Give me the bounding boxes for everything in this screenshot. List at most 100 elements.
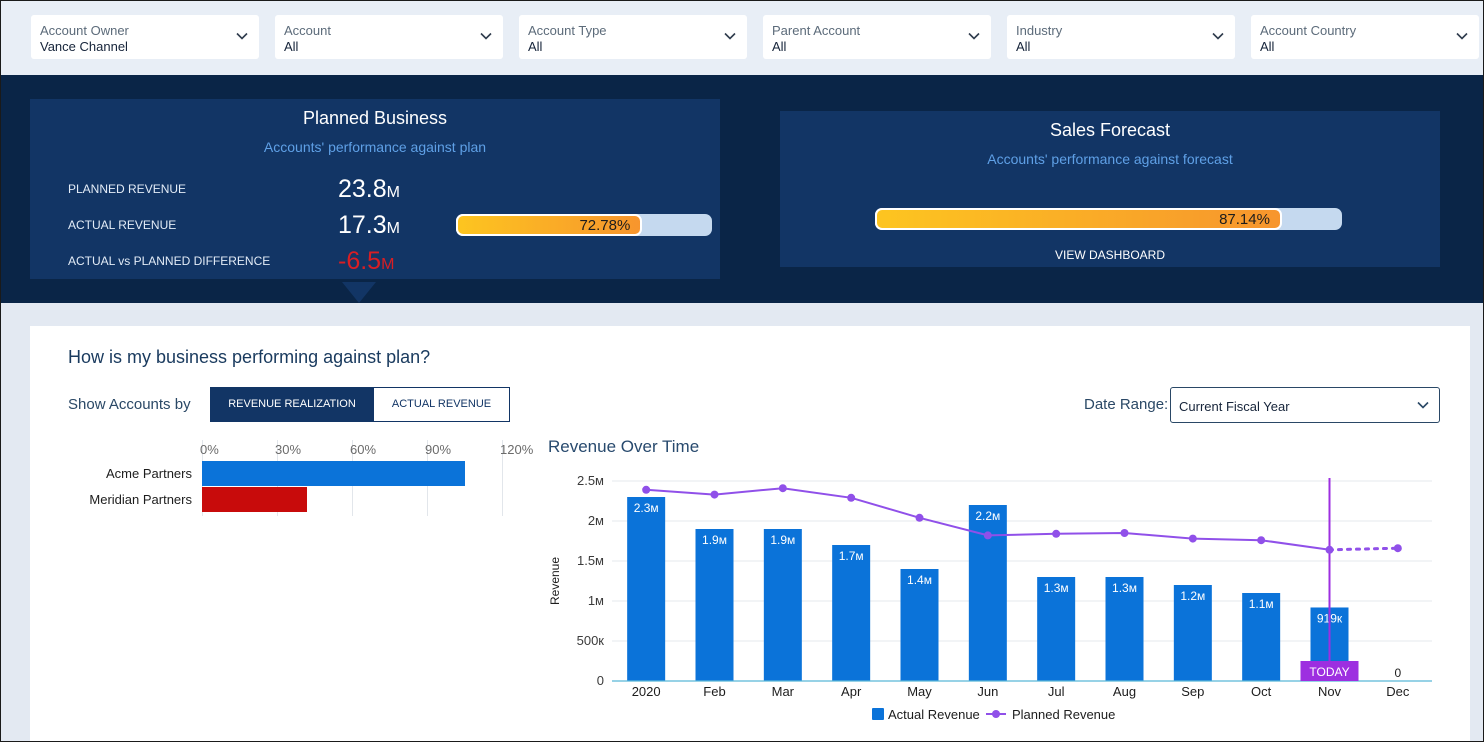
- actual-revenue-bar[interactable]: [695, 529, 734, 681]
- today-badge: [1300, 661, 1359, 681]
- panel-title: How is my business performing against pl…: [68, 347, 431, 367]
- revenue-over-time-chart: 0 500к 1м 1.5м 2м 2.5м Revenue 2.3м 1.9м 1.9м 1.7м…: [548, 473, 1432, 722]
- actual-revenue-bar[interactable]: [1105, 577, 1144, 681]
- x-tick-label: Dec: [1386, 684, 1410, 699]
- planned-revenue-point[interactable]: [915, 513, 924, 522]
- filter-label: Account Type: [528, 23, 607, 38]
- view-dashboard-link[interactable]: VIEW DASHBOARD: [1054, 248, 1165, 262]
- planned-progress-bar: 72.78%: [456, 214, 712, 236]
- y-axis-title: Revenue: [548, 557, 562, 605]
- actual-revenue-bar[interactable]: [627, 497, 666, 681]
- actual-revenue-bar[interactable]: [763, 529, 802, 681]
- planned-revenue-point[interactable]: [847, 493, 856, 502]
- realization-tick-label: 60%: [350, 442, 377, 457]
- filter-account[interactable]: Account All: [275, 15, 503, 59]
- realization-tick-label: 120%: [500, 442, 534, 457]
- forecast-progress-fill: 87.14%: [875, 208, 1282, 230]
- y-tick-label: 1.5м: [577, 553, 604, 568]
- filter-industry[interactable]: Industry All: [1007, 15, 1235, 59]
- account-realization-bar[interactable]: [202, 487, 307, 512]
- actual-revenue-toggle[interactable]: ACTUAL REVENUE: [373, 387, 510, 422]
- filter-label: Account Owner: [40, 23, 129, 38]
- sales-forecast-title: Sales Forecast: [1049, 120, 1171, 140]
- bar-data-label: 1.7м: [839, 549, 864, 563]
- x-tick-label: Mar: [772, 684, 795, 699]
- planned-revenue-point[interactable]: [710, 490, 719, 499]
- planned-business-title: Planned Business: [302, 108, 448, 128]
- planned-business-subtitle: Accounts' performance against plan: [263, 139, 487, 155]
- planned-revenue-point[interactable]: [1393, 544, 1402, 553]
- actual-revenue-bar[interactable]: [1242, 593, 1281, 681]
- filter-label: Parent Account: [772, 23, 861, 38]
- x-tick-label: Oct: [1251, 684, 1272, 699]
- difference-label: ACTUAL vs PLANNED DIFFERENCE: [68, 254, 271, 268]
- chevron-down-icon: [236, 32, 248, 40]
- filter-label: Industry: [1016, 23, 1063, 38]
- x-tick-label: May: [907, 684, 932, 699]
- planned-revenue-point[interactable]: [1257, 536, 1266, 545]
- chevron-down-icon: [1417, 401, 1429, 409]
- x-tick-label: Aug: [1113, 684, 1136, 699]
- filter-bar: Account Owner Vance Channel Account All Acco…: [0, 0, 1484, 75]
- bar-data-label: 1.1м: [1249, 597, 1274, 611]
- date-range-select[interactable]: Current Fiscal Year: [1170, 387, 1440, 423]
- actual-revenue-label: ACTUAL REVENUE: [68, 218, 177, 232]
- bar-data-label: 2.3м: [634, 501, 659, 515]
- forecast-progress-bar: 87.14%: [875, 208, 1342, 230]
- y-tick-label: 2м: [588, 513, 604, 528]
- filter-label: Account Country: [1260, 23, 1357, 38]
- bar-data-label: 1.3м: [1044, 581, 1069, 595]
- legend-planned-swatch: [992, 710, 1000, 718]
- y-tick-label: 500к: [577, 633, 605, 648]
- planned-progress-fill: 72.78%: [456, 214, 643, 236]
- filter-value: All: [1016, 39, 1031, 54]
- actual-revenue-bar[interactable]: [1173, 585, 1212, 681]
- filter-account-country[interactable]: Account Country All: [1251, 15, 1479, 59]
- bar-data-label: 1.3м: [1112, 581, 1137, 595]
- legend-planned-label: Planned Revenue: [1012, 707, 1115, 722]
- filter-parent-account[interactable]: Parent Account All: [763, 15, 991, 59]
- chevron-down-icon: [968, 32, 980, 40]
- planned-revenue-point[interactable]: [1052, 529, 1061, 538]
- realization-tick-label: 90%: [425, 442, 452, 457]
- revenue-realization-toggle[interactable]: REVENUE REALIZATION: [210, 387, 374, 422]
- planned-revenue-label: PLANNED REVENUE: [68, 182, 187, 196]
- filter-account-type[interactable]: Account Type All: [519, 15, 747, 59]
- chevron-down-icon: [1456, 32, 1468, 40]
- y-tick-label: 0: [597, 673, 604, 688]
- card-pointer: [342, 282, 376, 303]
- performance-panel: How is my business performing against pl…: [30, 326, 1470, 742]
- x-tick-label: Jun: [977, 684, 998, 699]
- legend-actual-swatch: [872, 708, 884, 720]
- planned-revenue-point[interactable]: [1188, 534, 1197, 543]
- sales-forecast-card: Sales Forecast Accounts' performance aga…: [780, 111, 1440, 267]
- planned-revenue-point[interactable]: [983, 531, 992, 540]
- realization-tick-label: 30%: [275, 442, 302, 457]
- planned-revenue-point[interactable]: [1325, 545, 1334, 554]
- actual-revenue-bar[interactable]: [1037, 577, 1076, 681]
- filter-account-owner[interactable]: Account Owner Vance Channel: [31, 15, 259, 59]
- x-tick-label: Nov: [1318, 684, 1342, 699]
- chevron-down-icon: [724, 32, 736, 40]
- date-range-label: Date Range:: [1084, 396, 1169, 413]
- planned-revenue-point[interactable]: [642, 485, 651, 494]
- account-realization-bar[interactable]: [202, 461, 465, 486]
- account-name: Acme Partners: [106, 466, 192, 481]
- bar-data-label: 1.2м: [1180, 589, 1205, 603]
- date-range-value: Current Fiscal Year: [1179, 399, 1290, 414]
- filter-label: Account: [284, 23, 331, 38]
- today-label: TODAY: [1309, 665, 1349, 679]
- hero-section: Planned Business Accounts' performance a…: [0, 75, 1484, 303]
- chevron-down-icon: [1212, 32, 1224, 40]
- legend-actual-label: Actual Revenue: [888, 707, 980, 722]
- x-tick-label: Jul: [1048, 684, 1065, 699]
- actual-revenue-bar[interactable]: [832, 545, 871, 681]
- x-tick-label: Apr: [841, 684, 862, 699]
- actual-revenue-bar[interactable]: [900, 569, 939, 681]
- sales-forecast-subtitle: Accounts' performance against forecast: [987, 151, 1233, 167]
- filter-value: All: [528, 39, 543, 54]
- planned-revenue-point[interactable]: [778, 484, 787, 493]
- filter-value: Vance Channel: [40, 39, 128, 54]
- planned-revenue-point[interactable]: [1120, 529, 1129, 537]
- bar-data-label: 1.9м: [702, 533, 727, 547]
